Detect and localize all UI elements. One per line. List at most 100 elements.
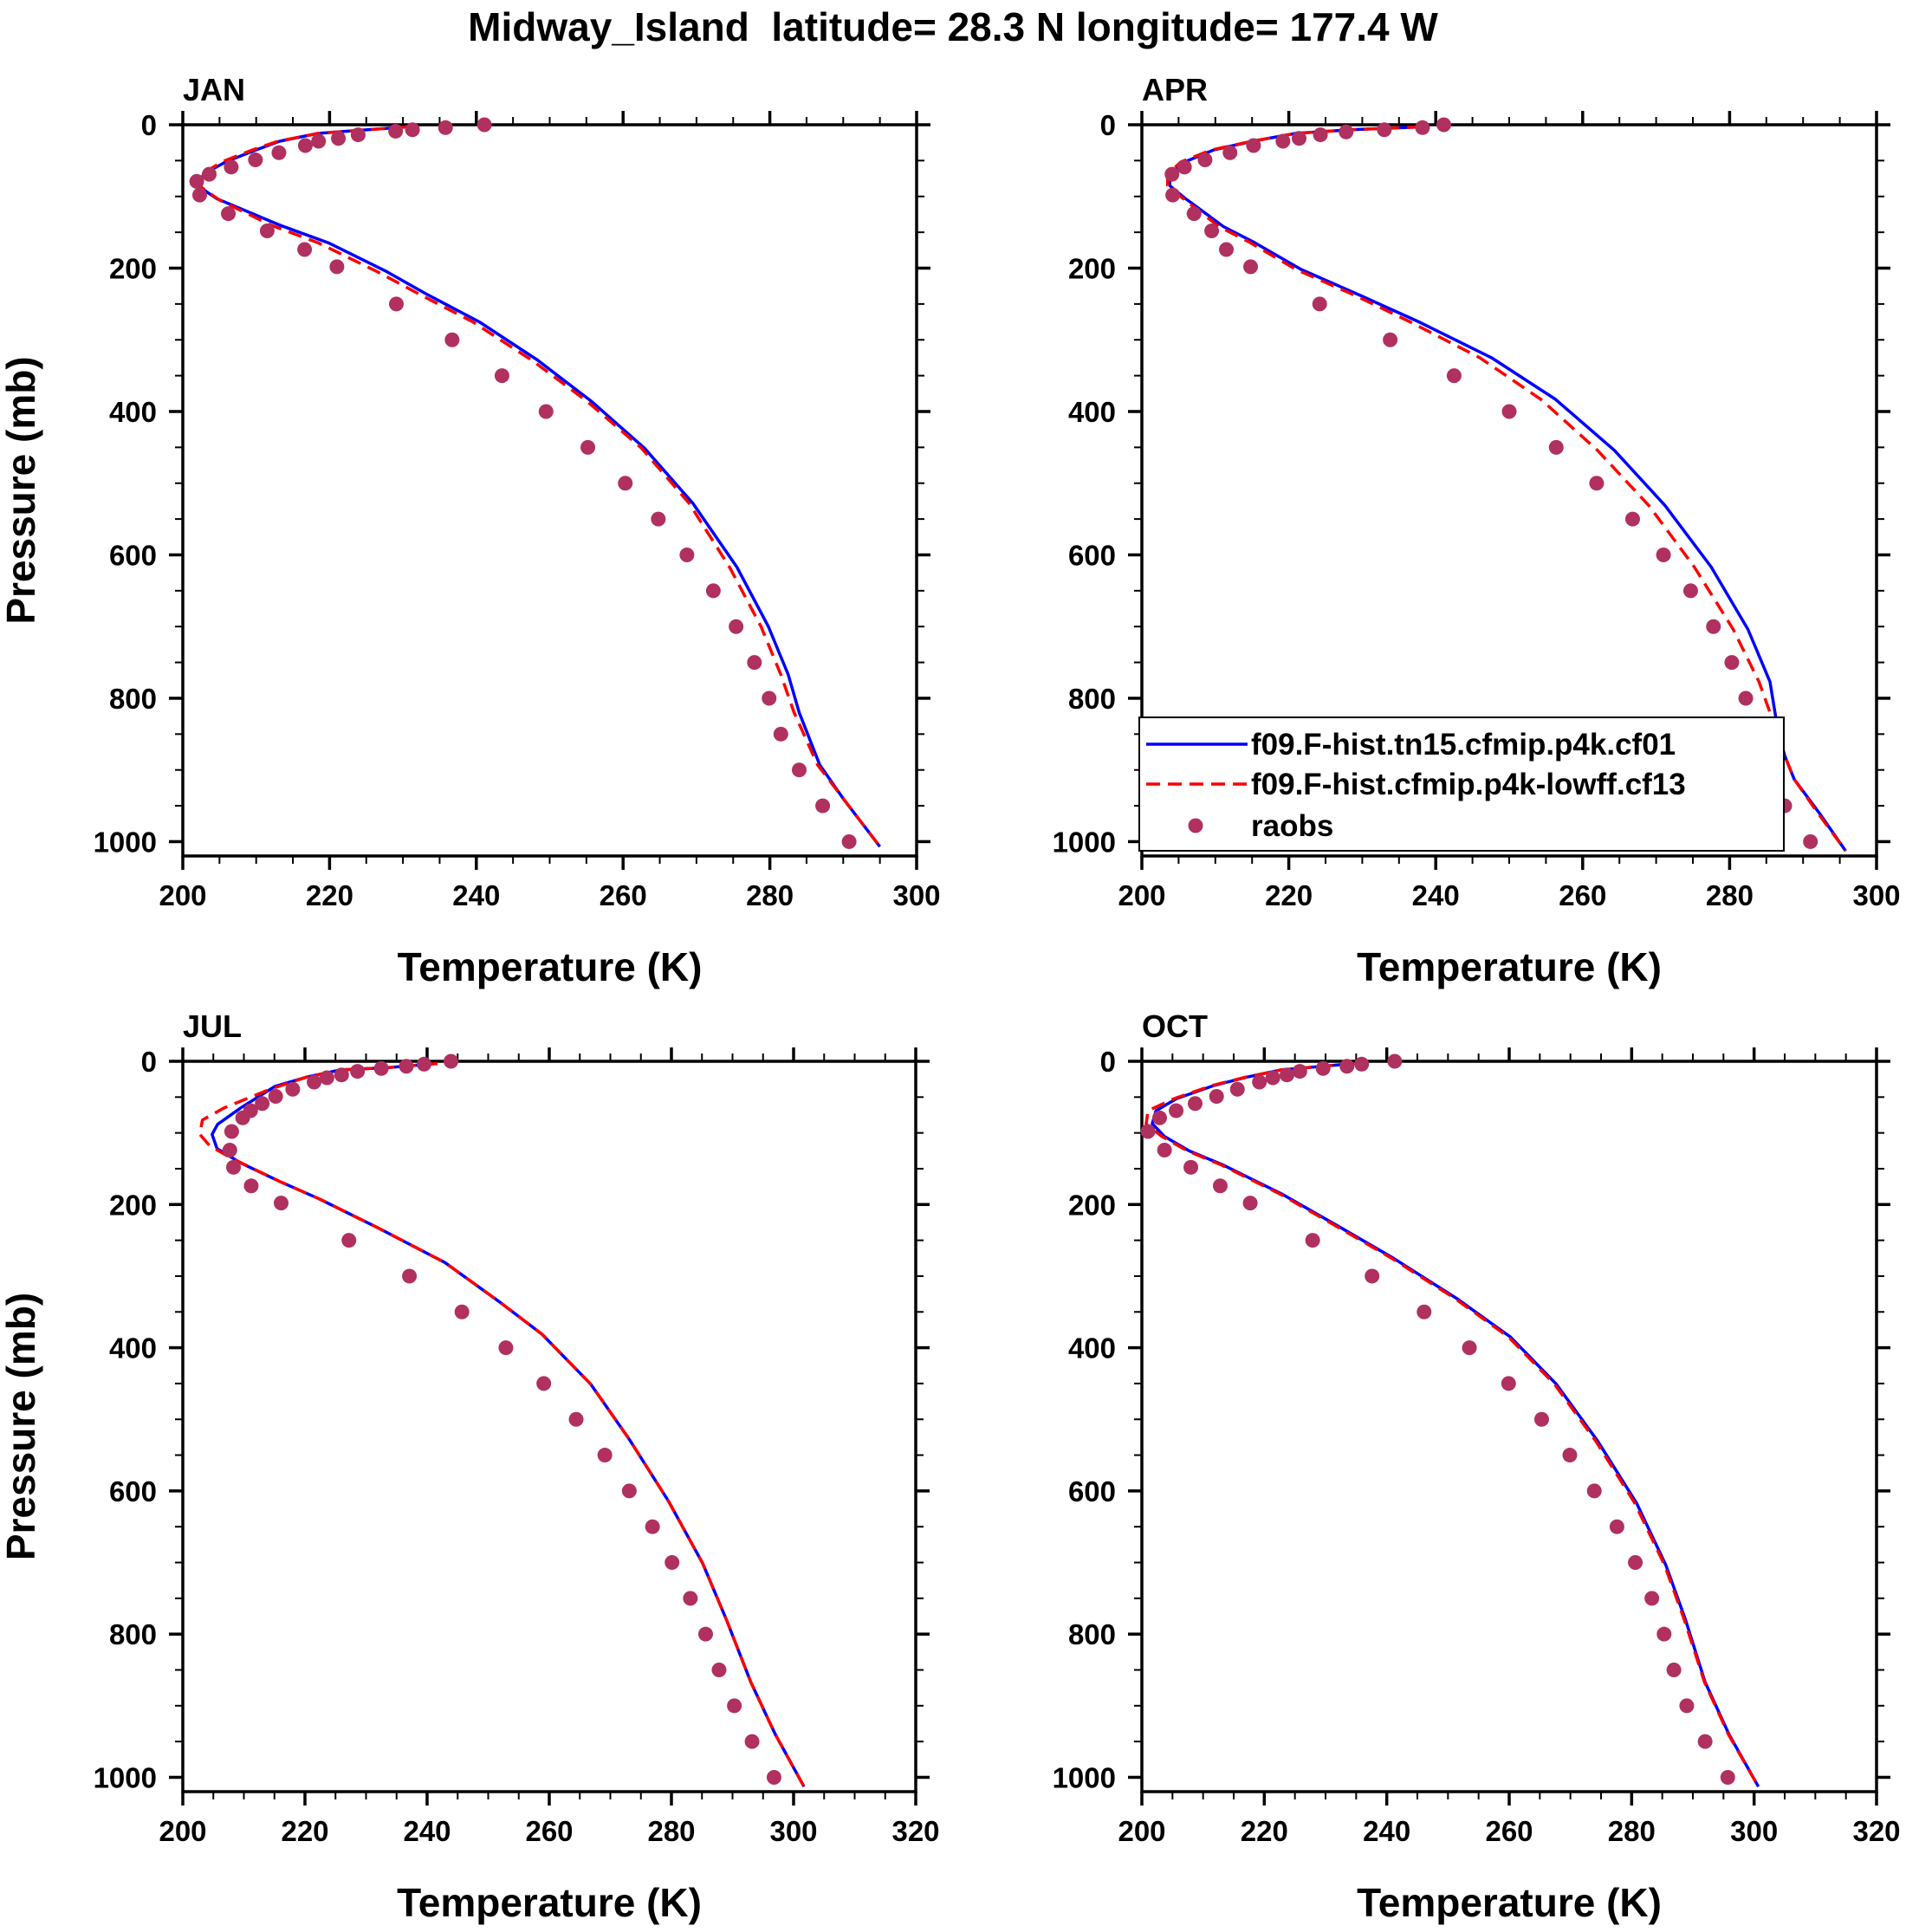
raobs-marker [416, 1056, 431, 1072]
x-tick-label: 280 [746, 879, 794, 911]
raobs-marker [311, 133, 327, 149]
raobs-marker [388, 123, 404, 139]
x-tick-label: 240 [1412, 879, 1460, 911]
raobs-marker [645, 1519, 660, 1534]
raobs-marker [373, 1060, 389, 1076]
raobs-marker [729, 619, 744, 634]
raobs-marker [744, 1734, 760, 1749]
raobs-marker [191, 187, 207, 203]
raobs-marker [1165, 187, 1181, 203]
raobs-marker [271, 145, 287, 160]
raobs-marker [274, 1196, 289, 1211]
raobs-marker [1377, 122, 1392, 138]
raobs-marker [444, 332, 460, 347]
raobs-marker [1177, 159, 1192, 175]
raobs-marker [705, 583, 721, 599]
raobs-marker [350, 127, 366, 143]
raobs-marker [1265, 1070, 1280, 1086]
legend-marker [1188, 818, 1203, 833]
series-line-cf13 [199, 125, 881, 848]
raobs-marker [285, 1081, 301, 1097]
raobs-marker [1151, 1110, 1167, 1125]
raobs-marker [1305, 1233, 1320, 1248]
raobs-marker [568, 1411, 584, 1427]
raobs-marker [711, 1663, 727, 1677]
y-tick-label: 800 [109, 683, 157, 715]
raobs-marker [331, 131, 347, 146]
panel-jan: 200 220 240 260 280 300 0 200 400 600 800 1000 JAN Te… [0, 72, 941, 989]
raobs-marker [683, 1591, 698, 1606]
raobs-marker [1738, 690, 1754, 706]
raobs-marker [1548, 439, 1564, 455]
raobs-marker [1415, 120, 1430, 135]
raobs-marker [1219, 242, 1235, 257]
raobs-marker [618, 476, 633, 491]
x-tick-label: 200 [1118, 879, 1165, 911]
raobs-marker [1533, 1411, 1549, 1427]
series-line-cf01 [1151, 1061, 1760, 1788]
x-tick-label: 200 [159, 1815, 206, 1847]
y-tick-label: 600 [1068, 1475, 1116, 1507]
y-axis-title: Pressure (mb) [0, 356, 43, 624]
raobs-marker [747, 655, 762, 671]
raobs-marker [189, 173, 204, 189]
raobs-marker [1339, 1059, 1355, 1074]
y-tick-label: 0 [141, 109, 157, 141]
raobs-marker [1446, 368, 1462, 384]
raobs-marker [1197, 152, 1213, 168]
raobs-marker [1229, 1081, 1245, 1097]
raobs-marker [243, 1178, 259, 1194]
panel-title: OCT [1142, 1008, 1208, 1044]
legend-label: f09.F-hist.cfmip.p4k-lowff.cf13 [1251, 768, 1686, 801]
raobs-marker [297, 242, 313, 257]
x-tick-label: 240 [1363, 1815, 1410, 1847]
x-tick-label: 280 [1608, 1815, 1656, 1847]
raobs-marker [268, 1088, 283, 1104]
raobs-marker [1501, 1376, 1516, 1391]
y-tick-label: 1000 [1053, 826, 1116, 858]
raobs-marker [1354, 1056, 1370, 1072]
raobs-marker [1628, 1555, 1643, 1571]
raobs-marker [651, 511, 666, 527]
raobs-marker [399, 1059, 414, 1074]
y-tick-label: 200 [109, 252, 157, 284]
plot-frame [181, 1060, 917, 1793]
raobs-marker [665, 1555, 680, 1571]
legend-label: raobs [1251, 809, 1333, 843]
raobs-marker [1365, 1268, 1380, 1284]
raobs-marker [815, 798, 831, 814]
raobs-marker [791, 762, 807, 778]
raobs-marker [1212, 1178, 1228, 1194]
x-tick-label: 300 [769, 1815, 817, 1847]
raobs-marker [1644, 1591, 1660, 1606]
raobs-marker [1624, 511, 1640, 527]
raobs-marker [1339, 124, 1354, 139]
raobs-marker [297, 138, 313, 153]
y-tick-label: 800 [109, 1618, 157, 1650]
y-tick-label: 0 [141, 1046, 157, 1078]
y-tick-label: 800 [1068, 683, 1116, 715]
raobs-marker [1697, 1734, 1713, 1749]
raobs-marker [1586, 1483, 1602, 1499]
raobs-marker [1204, 223, 1220, 238]
raobs-marker [498, 1340, 514, 1356]
raobs-marker [1383, 332, 1398, 347]
x-tick-label: 260 [600, 879, 647, 911]
x-axis-title: Temperature (K) [397, 1880, 702, 1925]
raobs-marker [388, 296, 404, 312]
raobs-marker [307, 1074, 322, 1090]
raobs-marker [224, 1124, 239, 1139]
raobs-marker [1720, 1769, 1735, 1785]
raobs-marker [494, 368, 509, 384]
x-tick-label: 240 [403, 1815, 451, 1847]
x-tick-label: 260 [1485, 1815, 1533, 1847]
raobs-marker [841, 833, 857, 849]
raobs-marker [1656, 1626, 1672, 1642]
y-tick-label: 0 [1100, 1046, 1116, 1078]
raobs-marker [1315, 1060, 1331, 1076]
raobs-marker [1562, 1448, 1578, 1463]
raobs-marker [1313, 127, 1328, 143]
x-tick-label: 220 [1241, 1815, 1288, 1847]
raobs-marker [621, 1483, 637, 1499]
